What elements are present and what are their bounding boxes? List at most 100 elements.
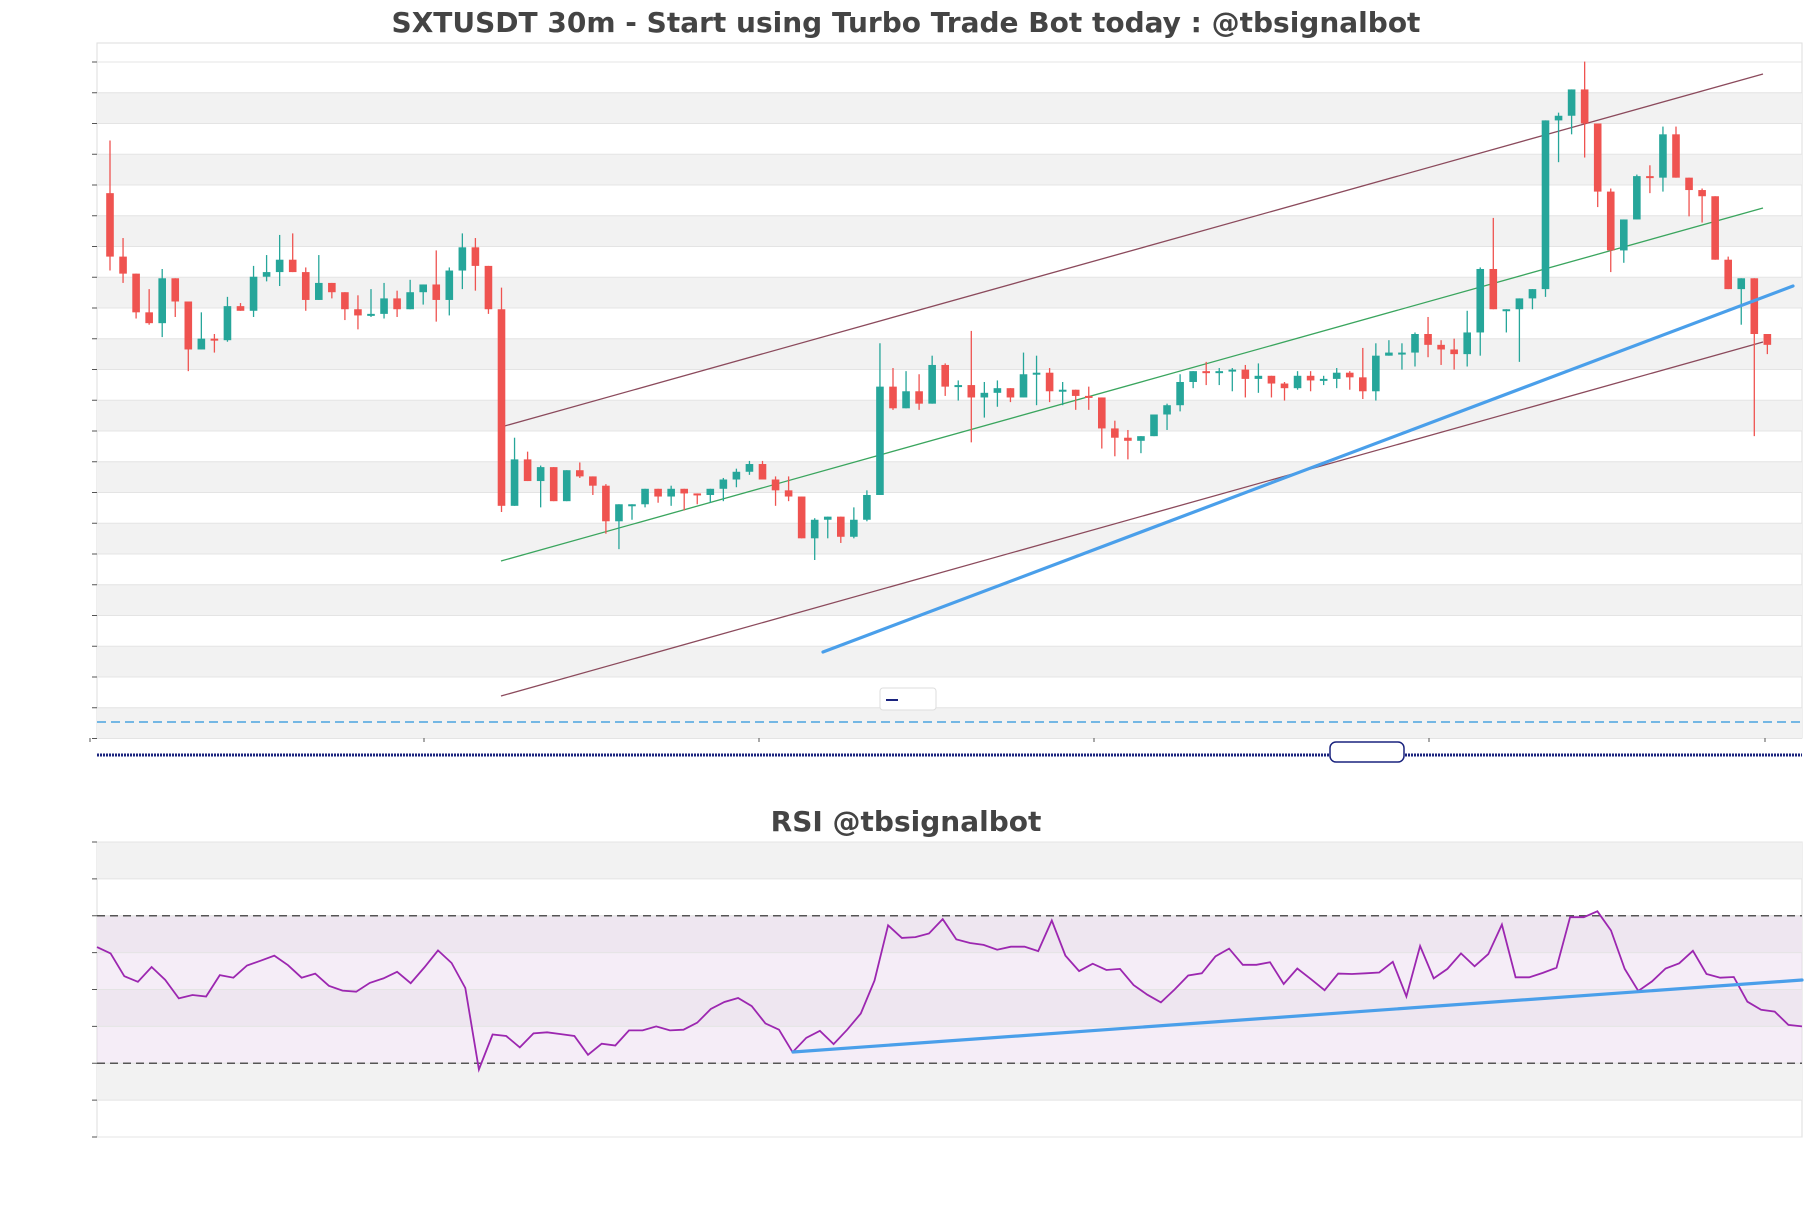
candle-body <box>1385 352 1393 356</box>
candle-body <box>1489 268 1498 310</box>
candle-body <box>1111 428 1119 438</box>
candle-body <box>758 464 767 480</box>
candle-body <box>576 470 584 477</box>
candle-body <box>784 490 793 497</box>
candle-body <box>1502 309 1511 312</box>
candle-body <box>1437 344 1445 350</box>
candle-body <box>510 459 519 506</box>
candle-body <box>1424 334 1432 345</box>
candlestick-panel <box>89 42 1803 763</box>
candle-body <box>602 485 610 522</box>
candle-body <box>1241 369 1250 379</box>
candle-body <box>810 519 819 539</box>
grid-band <box>97 154 1802 185</box>
candle-body <box>823 516 832 520</box>
candle-body <box>719 479 728 489</box>
candle-body <box>1359 377 1367 392</box>
candle-body <box>328 282 336 293</box>
rsi-chart-title: RSI @tbsignalbot <box>771 805 1042 838</box>
candle-body <box>523 459 532 482</box>
candle-body <box>1411 334 1419 353</box>
candle-body <box>1672 134 1680 178</box>
rsi-trendline <box>791 978 1804 1054</box>
candle-body <box>236 306 245 311</box>
candle-body <box>1319 378 1328 381</box>
candle-body <box>119 256 127 274</box>
candle-body <box>171 278 180 302</box>
upper-channel-line <box>500 73 1764 428</box>
candle-body <box>275 259 284 273</box>
candle-body <box>993 388 1002 393</box>
candle-body <box>1058 389 1067 392</box>
candle-body <box>249 276 258 311</box>
candle-body <box>223 306 232 341</box>
candle-body <box>745 464 754 472</box>
grid-band <box>97 400 1802 431</box>
candle-body <box>1332 372 1341 379</box>
candle-body <box>354 309 362 316</box>
candle-body <box>132 273 140 313</box>
candle-body <box>1280 383 1289 389</box>
candle-body <box>197 338 206 350</box>
candle-body <box>1032 372 1041 375</box>
candle-body <box>980 392 989 398</box>
candle-body <box>1659 134 1667 178</box>
candle-body <box>484 265 493 310</box>
candle-body <box>589 476 597 486</box>
candle-body <box>288 259 297 273</box>
candle-body <box>1202 371 1210 374</box>
candle-body <box>1724 259 1732 290</box>
candle-body <box>1306 375 1315 381</box>
candle-body <box>210 338 219 341</box>
candle-body <box>1685 177 1693 191</box>
candle-body <box>458 247 467 271</box>
candle-body <box>1215 371 1224 374</box>
candle-body <box>732 471 741 480</box>
price-label-box <box>1329 741 1405 763</box>
candle-body <box>1372 355 1380 392</box>
rsi-grid-band <box>97 989 1802 1027</box>
candle-body <box>1084 395 1093 398</box>
candle-body <box>1150 414 1158 437</box>
rsi-panel <box>92 841 1804 1138</box>
candle-body <box>915 391 923 404</box>
candle-body <box>445 270 454 300</box>
rsi-grid-band <box>97 842 1802 879</box>
candle-body <box>850 519 858 537</box>
candle-body <box>393 298 401 310</box>
candle-body <box>1045 372 1054 392</box>
rsi-grid-band <box>97 915 1802 953</box>
candle-body <box>654 488 662 497</box>
candle-body <box>1528 289 1537 299</box>
candle-body <box>1698 190 1706 197</box>
candle-body <box>1137 436 1145 441</box>
candle-body <box>1124 437 1132 441</box>
candle-body <box>145 312 153 324</box>
candle-body <box>954 385 963 388</box>
candle-body <box>341 292 349 310</box>
candle-body <box>1254 375 1263 379</box>
candle-body <box>902 391 910 409</box>
candle-body <box>106 193 114 257</box>
candle-body <box>1763 334 1772 345</box>
candle-body <box>615 504 623 522</box>
candle-body <box>1580 89 1589 124</box>
candle-body <box>1476 268 1485 333</box>
candle-body <box>928 364 936 404</box>
candle-body <box>1606 191 1615 251</box>
candle-body <box>680 488 688 494</box>
candle-body <box>1071 389 1080 396</box>
candle-body <box>1620 219 1628 251</box>
grid-band <box>97 92 1802 124</box>
candle-body <box>549 467 558 502</box>
candle-body <box>1345 372 1354 378</box>
grid-band <box>97 461 1802 493</box>
candle-body <box>1463 332 1471 355</box>
candle-body <box>419 284 427 293</box>
candle-body <box>967 385 976 398</box>
candle-body <box>706 488 715 495</box>
candle-body <box>158 278 166 324</box>
candle-body <box>1750 278 1759 335</box>
grid-band <box>97 523 1802 554</box>
